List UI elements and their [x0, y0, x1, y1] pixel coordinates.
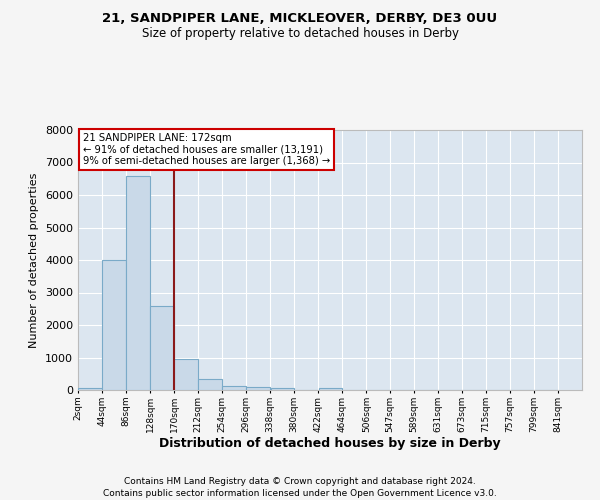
Bar — [271, 388, 294, 390]
Bar — [151, 306, 174, 390]
Bar — [127, 176, 150, 390]
Y-axis label: Number of detached properties: Number of detached properties — [29, 172, 40, 348]
Bar — [103, 260, 126, 390]
Text: 21, SANDPIPER LANE, MICKLEOVER, DERBY, DE3 0UU: 21, SANDPIPER LANE, MICKLEOVER, DERBY, D… — [103, 12, 497, 26]
Text: Distribution of detached houses by size in Derby: Distribution of detached houses by size … — [159, 438, 501, 450]
Text: 21 SANDPIPER LANE: 172sqm
← 91% of detached houses are smaller (13,191)
9% of se: 21 SANDPIPER LANE: 172sqm ← 91% of detac… — [83, 132, 330, 166]
Text: Contains HM Land Registry data © Crown copyright and database right 2024.: Contains HM Land Registry data © Crown c… — [124, 478, 476, 486]
Bar — [78, 388, 102, 390]
Text: Contains public sector information licensed under the Open Government Licence v3: Contains public sector information licen… — [103, 489, 497, 498]
Bar — [175, 359, 198, 390]
Text: Size of property relative to detached houses in Derby: Size of property relative to detached ho… — [142, 28, 458, 40]
Bar — [247, 387, 270, 390]
Bar — [319, 388, 342, 390]
Bar — [199, 380, 222, 390]
Bar — [223, 386, 246, 390]
